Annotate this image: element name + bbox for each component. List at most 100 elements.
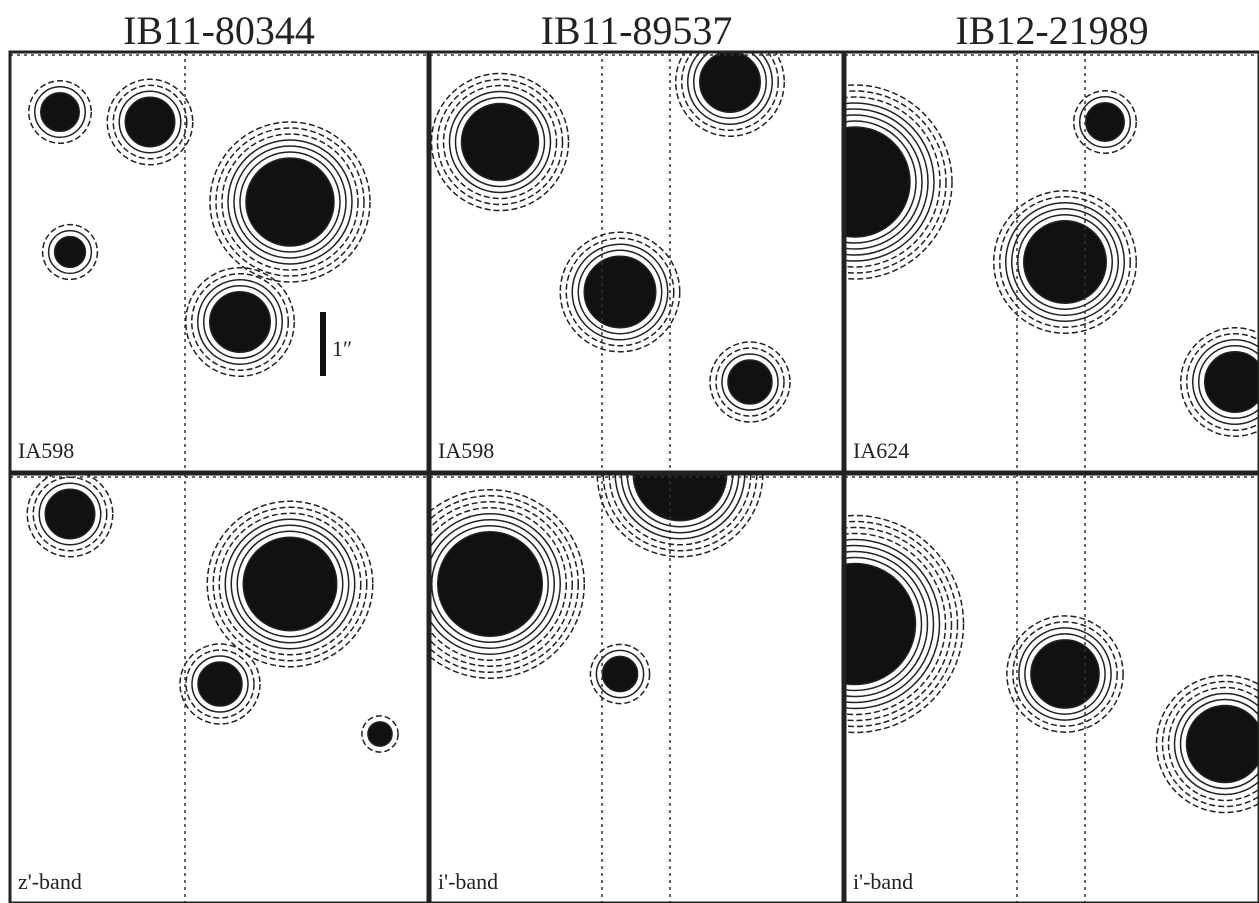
scale-bar-label: 1″ — [332, 336, 352, 361]
contour — [1180, 327, 1259, 437]
contour-core — [1204, 351, 1259, 413]
contour — [845, 550, 929, 698]
contour — [430, 72, 570, 212]
panel: z'-band — [10, 474, 428, 903]
panel-label: IA598 — [18, 438, 74, 463]
panel-border — [8, 472, 430, 903]
panel: i'-band — [845, 474, 1259, 903]
contour-core — [246, 158, 334, 246]
contour-core — [584, 256, 656, 328]
contour — [191, 273, 289, 371]
contour — [227, 139, 353, 265]
contour-core — [728, 360, 772, 404]
contour — [185, 649, 255, 719]
contour — [845, 102, 935, 262]
contour-core — [633, 474, 727, 521]
contour — [203, 285, 277, 359]
contour-core — [845, 563, 916, 685]
contour — [845, 544, 935, 704]
contour — [559, 231, 681, 353]
contour — [699, 52, 761, 113]
contour — [112, 84, 188, 160]
contour — [845, 84, 953, 280]
contour — [430, 489, 585, 679]
contour — [687, 52, 773, 125]
contour-core — [125, 97, 175, 147]
contour — [626, 474, 734, 528]
contour — [430, 519, 555, 649]
panel-label: IA598 — [438, 438, 494, 463]
contour-core — [845, 127, 910, 237]
contour — [53, 235, 87, 269]
panel-border — [428, 50, 845, 474]
contour — [845, 520, 959, 728]
contour — [614, 474, 746, 540]
contour — [32, 476, 108, 552]
column-title: IB11-80344 — [123, 8, 315, 53]
contour-core — [243, 537, 337, 631]
contour-core — [1085, 102, 1125, 142]
contour-core — [198, 662, 242, 706]
panel: IA624 — [845, 52, 1259, 472]
contour — [361, 715, 399, 753]
contour — [41, 223, 99, 281]
contour — [436, 78, 564, 206]
contour — [454, 96, 546, 188]
contour — [47, 229, 93, 275]
contour — [1198, 345, 1259, 419]
contour-core — [367, 721, 393, 747]
contour — [221, 133, 359, 271]
panel: IA598 — [430, 52, 843, 472]
contour — [845, 126, 911, 238]
contour — [233, 145, 347, 259]
contour — [448, 90, 552, 194]
contour — [1011, 208, 1119, 316]
panel-label: i'-band — [438, 869, 498, 894]
contour — [993, 190, 1137, 334]
contour-core — [45, 489, 95, 539]
contour — [845, 90, 947, 274]
contour — [34, 86, 86, 138]
contour — [1185, 704, 1259, 784]
contour — [589, 643, 651, 705]
panel-border — [8, 50, 430, 474]
contour — [845, 562, 917, 686]
contour — [571, 243, 669, 341]
contour — [431, 525, 549, 643]
contour — [430, 513, 561, 655]
contour — [577, 249, 663, 335]
panel-border — [428, 472, 845, 903]
contour — [999, 196, 1131, 328]
contour — [1204, 351, 1259, 413]
contour — [367, 721, 393, 747]
contour — [1030, 639, 1100, 709]
contour-core — [1030, 639, 1100, 709]
contour — [1073, 90, 1137, 154]
contour — [1012, 621, 1118, 727]
contour — [1167, 686, 1259, 802]
contour — [26, 474, 114, 558]
contour — [681, 52, 779, 131]
contour — [715, 347, 785, 417]
contour — [209, 121, 371, 283]
contour — [845, 532, 947, 716]
contour-core — [1186, 705, 1259, 783]
contour — [583, 255, 657, 329]
contour — [596, 474, 764, 558]
contour-core — [461, 103, 539, 181]
contour — [245, 157, 335, 247]
contour — [709, 341, 791, 423]
contour — [1192, 339, 1259, 425]
contour — [28, 80, 92, 144]
contour — [727, 359, 773, 405]
contour — [38, 482, 102, 546]
contour — [845, 556, 923, 692]
column-title: IB12-21989 — [955, 8, 1148, 53]
contour — [1186, 333, 1259, 431]
contour — [209, 291, 271, 353]
contour-core — [602, 656, 638, 692]
contour — [721, 353, 779, 411]
panel-border — [843, 50, 1259, 474]
